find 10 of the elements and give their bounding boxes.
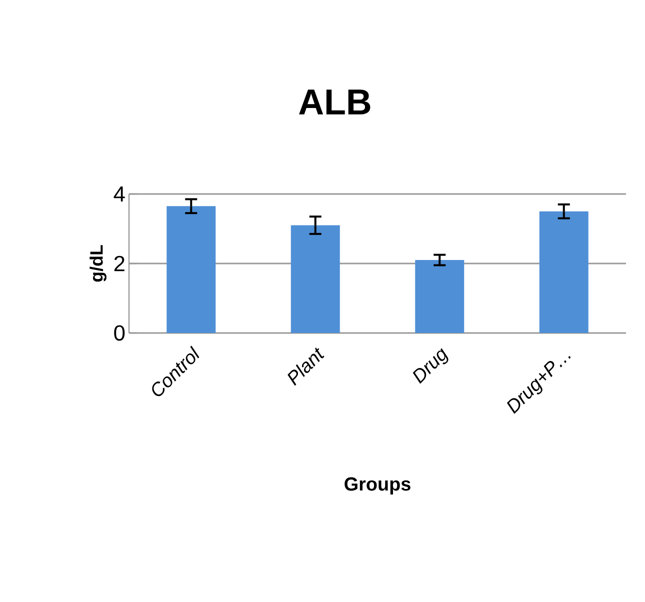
y-tick-label: 0 — [114, 325, 125, 341]
bar — [166, 206, 216, 333]
y-axis-title: g/dL — [90, 245, 106, 282]
bar — [290, 225, 340, 333]
bar — [415, 260, 464, 333]
bar — [539, 211, 588, 333]
x-axis-title: Groups — [344, 477, 410, 494]
chart-title: ALB — [299, 90, 370, 114]
y-tick-label: 2 — [114, 256, 124, 272]
y-tick-label: 4 — [114, 186, 125, 202]
